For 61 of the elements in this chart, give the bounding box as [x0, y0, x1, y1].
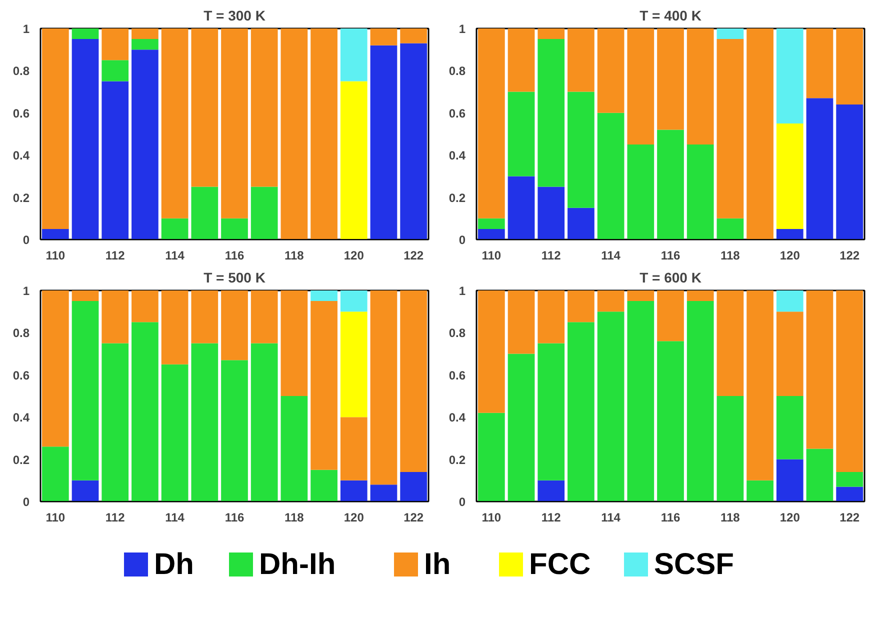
y-tick-label: 1	[22, 22, 30, 36]
x-tick-label: 110	[482, 510, 502, 524]
y-tick-label: 0.6	[12, 368, 30, 382]
x-tick-label: 114	[165, 510, 185, 524]
y-tick-label: 0.2	[12, 452, 30, 467]
x-tick-label: 118	[720, 510, 740, 524]
x-tick-label: 114	[165, 248, 185, 262]
chart-title: T = 500 K	[204, 270, 266, 286]
y-tick-label: 1	[458, 22, 466, 36]
x-tick-label: 112	[105, 510, 126, 524]
x-tick-label: 112	[541, 510, 562, 524]
chart-title: T = 400 K	[640, 8, 702, 24]
y-tick-label: 1	[22, 284, 30, 298]
legend-label: Dh	[154, 548, 194, 581]
y-tick-label: 0.4	[448, 148, 466, 163]
x-tick-label: 118	[284, 248, 304, 262]
x-tick-label: 114	[601, 248, 621, 262]
y-tick-label: 0.8	[448, 326, 466, 340]
y-tick-label: 0.2	[448, 190, 466, 205]
y-tick-label: 0	[458, 495, 466, 509]
x-tick-label: 120	[344, 510, 364, 524]
x-tick-label: 116	[660, 248, 681, 262]
y-tick-label: 0.6	[448, 368, 466, 382]
x-tick-label: 116	[224, 248, 245, 262]
y-tick-label: 0	[22, 233, 30, 247]
x-tick-label: 110	[46, 248, 66, 262]
y-tick-label: 0.4	[12, 148, 30, 163]
x-tick-label: 122	[404, 248, 424, 262]
x-tick-label: 120	[344, 248, 364, 262]
legend-label: SCSF	[654, 548, 734, 581]
x-tick-label: 114	[601, 510, 621, 524]
y-tick-label: 0.4	[448, 410, 466, 425]
x-tick-label: 116	[224, 510, 245, 524]
y-tick-label: 0	[458, 233, 466, 247]
x-tick-label: 122	[404, 510, 424, 524]
y-tick-label: 0.6	[448, 106, 466, 120]
x-tick-label: 116	[660, 510, 681, 524]
y-tick-label: 0.8	[12, 326, 30, 340]
y-tick-label: 0.6	[12, 106, 30, 120]
x-tick-label: 110	[482, 248, 502, 262]
y-tick-label: 0.4	[12, 410, 30, 425]
x-tick-label: 120	[780, 510, 800, 524]
y-tick-label: 0	[22, 495, 30, 509]
x-tick-label: 122	[840, 510, 860, 524]
legend-label: Dh-Ih	[259, 548, 336, 581]
x-tick-label: 118	[284, 510, 304, 524]
chart-title: T = 300 K	[204, 8, 266, 24]
x-tick-label: 122	[840, 248, 860, 262]
legend-label: Ih	[424, 548, 451, 581]
y-tick-label: 0.2	[448, 452, 466, 467]
chart-title: T = 600 K	[640, 270, 702, 286]
y-tick-label: 1	[458, 284, 466, 298]
x-tick-label: 118	[720, 248, 740, 262]
y-tick-label: 0.8	[12, 64, 30, 78]
x-tick-label: 120	[780, 248, 800, 262]
y-tick-label: 0.8	[448, 64, 466, 78]
legend-label: FCC	[529, 548, 591, 581]
x-tick-label: 112	[105, 248, 126, 262]
x-tick-label: 112	[541, 248, 562, 262]
x-tick-label: 110	[46, 510, 66, 524]
y-tick-label: 0.2	[12, 190, 30, 205]
